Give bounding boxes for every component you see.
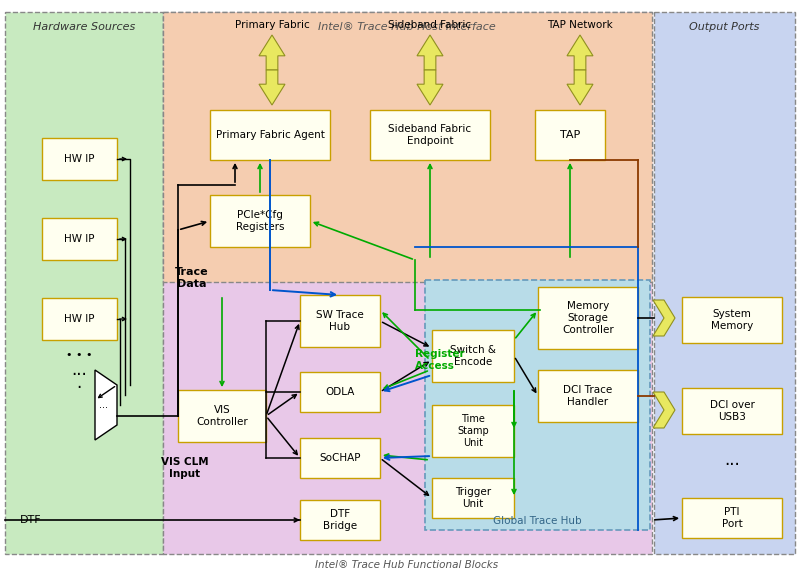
FancyBboxPatch shape (538, 287, 638, 349)
Text: HW IP: HW IP (64, 314, 94, 324)
FancyBboxPatch shape (432, 330, 514, 382)
FancyBboxPatch shape (370, 110, 490, 160)
FancyBboxPatch shape (432, 405, 514, 457)
Text: HW IP: HW IP (64, 234, 94, 244)
Text: ...: ... (99, 400, 109, 410)
Text: HW IP: HW IP (64, 154, 94, 164)
Text: VIS CLM
Input: VIS CLM Input (161, 457, 209, 479)
Polygon shape (653, 392, 675, 428)
FancyBboxPatch shape (178, 390, 266, 442)
FancyBboxPatch shape (210, 110, 330, 160)
Text: DTF: DTF (20, 515, 42, 525)
FancyBboxPatch shape (300, 500, 380, 540)
Polygon shape (259, 35, 285, 70)
Text: Global Trace Hub: Global Trace Hub (493, 516, 582, 526)
Text: Trace
Data: Trace Data (175, 267, 209, 289)
Text: • • •: • • • (66, 350, 92, 360)
Text: Primary Fabric: Primary Fabric (234, 20, 310, 30)
Polygon shape (259, 70, 285, 105)
FancyBboxPatch shape (42, 298, 117, 340)
Text: Sideband Fabric: Sideband Fabric (389, 20, 471, 30)
FancyBboxPatch shape (538, 370, 638, 422)
Polygon shape (417, 35, 443, 70)
Text: SoCHAP: SoCHAP (319, 453, 361, 463)
Text: Intel® Trace Hub Functional Blocks: Intel® Trace Hub Functional Blocks (315, 560, 498, 570)
Text: ...: ... (724, 451, 740, 469)
FancyBboxPatch shape (210, 195, 310, 247)
Text: ...: ... (71, 361, 87, 379)
FancyBboxPatch shape (163, 12, 652, 282)
Text: TAP Network: TAP Network (547, 20, 613, 30)
Text: PTI
Port: PTI Port (722, 507, 742, 529)
Text: DTF
Bridge: DTF Bridge (323, 509, 357, 531)
FancyBboxPatch shape (425, 280, 650, 530)
FancyBboxPatch shape (432, 478, 514, 518)
FancyBboxPatch shape (682, 297, 782, 343)
Text: Intel® Trace Hub Host Interface: Intel® Trace Hub Host Interface (318, 22, 496, 32)
Polygon shape (653, 300, 675, 336)
FancyBboxPatch shape (300, 438, 380, 478)
Text: Register
Access: Register Access (415, 349, 465, 371)
FancyBboxPatch shape (300, 295, 380, 347)
FancyBboxPatch shape (682, 388, 782, 434)
Text: Primary Fabric Agent: Primary Fabric Agent (215, 130, 325, 140)
FancyBboxPatch shape (42, 138, 117, 180)
FancyBboxPatch shape (42, 218, 117, 260)
Text: System
Memory: System Memory (711, 309, 753, 331)
Text: DCI Trace
Handler: DCI Trace Handler (563, 385, 613, 407)
Polygon shape (567, 35, 593, 70)
Text: .: . (76, 374, 82, 392)
Text: ODLA: ODLA (326, 387, 354, 397)
FancyBboxPatch shape (654, 12, 795, 554)
Text: VIS
Controller: VIS Controller (196, 405, 248, 427)
FancyBboxPatch shape (300, 372, 380, 412)
FancyBboxPatch shape (5, 12, 163, 554)
Text: Trigger
Unit: Trigger Unit (455, 487, 491, 509)
Text: DCI over
USB3: DCI over USB3 (710, 400, 754, 422)
FancyBboxPatch shape (163, 12, 652, 554)
Text: PCIe*Cfg
Registers: PCIe*Cfg Registers (236, 210, 284, 232)
Text: TAP: TAP (560, 130, 580, 140)
FancyBboxPatch shape (535, 110, 605, 160)
Text: Output Ports: Output Ports (689, 22, 759, 32)
Text: Sideband Fabric
Endpoint: Sideband Fabric Endpoint (389, 124, 471, 146)
Text: Memory
Storage
Controller: Memory Storage Controller (562, 301, 614, 335)
Polygon shape (417, 70, 443, 105)
Text: Hardware Sources: Hardware Sources (33, 22, 135, 32)
Polygon shape (567, 70, 593, 105)
Polygon shape (95, 370, 117, 440)
Text: Time
Stamp
Unit: Time Stamp Unit (457, 415, 489, 447)
Text: Switch &
Encode: Switch & Encode (450, 345, 496, 367)
Text: SW Trace
Hub: SW Trace Hub (316, 310, 364, 332)
FancyBboxPatch shape (682, 498, 782, 538)
